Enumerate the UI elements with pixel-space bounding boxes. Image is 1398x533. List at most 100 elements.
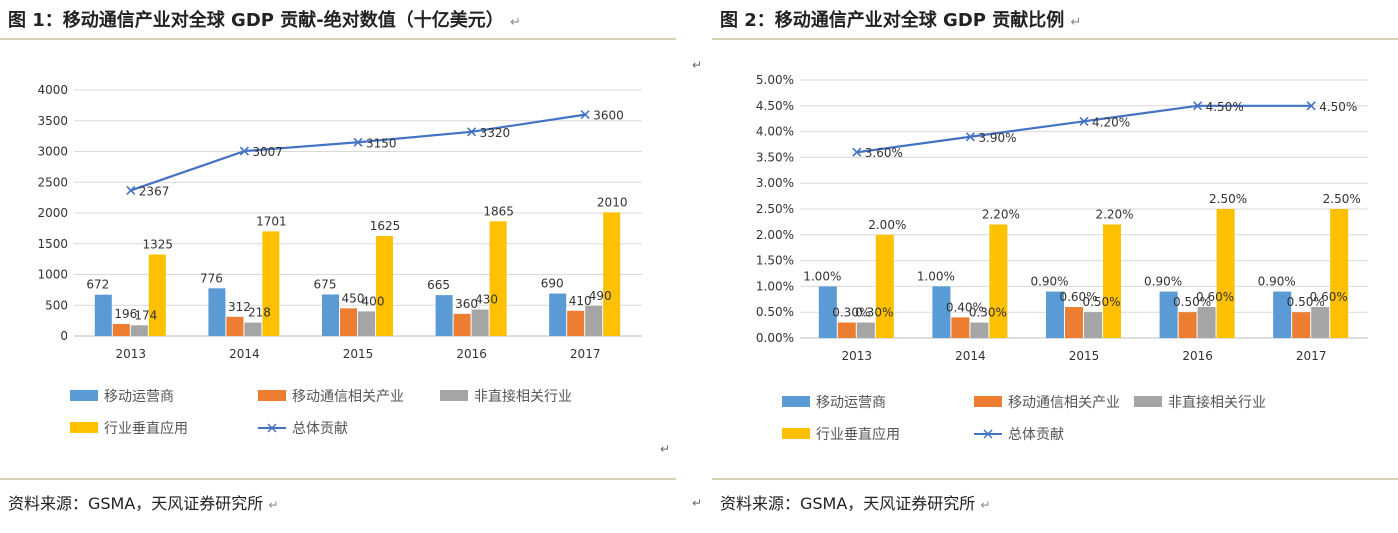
right-data-label: 2.00% <box>868 218 906 232</box>
left-chart: 0 500 1000 1500 2000 2500 3000 3500 4000 2013 672 1… <box>37 83 642 437</box>
right-data-label: 2.20% <box>982 207 1020 221</box>
middle-return-mark-bottom: ↵ <box>692 496 703 510</box>
right-data-label: 0.90% <box>1258 275 1296 289</box>
left-bar <box>603 212 621 336</box>
left-data-label: 1625 <box>370 219 401 233</box>
right-bar <box>1159 291 1178 338</box>
right-bar <box>837 322 856 338</box>
right-source-note: 资料来源：GSMA，天风证券研究所 ↵ <box>720 494 991 513</box>
right-data-label: 1.00% <box>917 269 955 283</box>
left-bar <box>358 311 375 336</box>
right-y-tick-label: 0.00% <box>756 331 794 345</box>
right-bar <box>951 317 970 338</box>
right-y-tick-label: 3.00% <box>756 176 794 190</box>
right-legend-swatch <box>974 396 1002 407</box>
right-data-label: 0.30% <box>832 306 870 320</box>
left-data-label: 218 <box>248 306 271 320</box>
left-legend-swatch <box>258 390 286 401</box>
right-bar <box>1103 224 1121 338</box>
right-bar <box>1311 307 1330 338</box>
right-bar <box>1084 312 1102 338</box>
right-y-tick-label: 3.50% <box>756 150 794 164</box>
right-bar <box>1292 312 1311 338</box>
left-top-rule <box>0 38 676 40</box>
right-bar <box>1065 307 1083 338</box>
left-data-label: 776 <box>200 271 223 285</box>
right-legend-swatch <box>782 396 810 407</box>
right-y-tick-label: 1.00% <box>756 279 794 293</box>
right-x-tick-label: 2017 <box>1296 349 1327 363</box>
left-x-tick-label: 2014 <box>229 347 260 361</box>
right-total-marker <box>965 132 975 142</box>
right-total-label: 4.50% <box>1319 100 1357 114</box>
right-total-marker <box>1306 101 1316 111</box>
right-legend-label: 行业垂直应用 <box>816 426 900 443</box>
left-x-tick-label: 2016 <box>456 347 487 361</box>
left-total-label: 2367 <box>139 184 170 198</box>
left-total-line <box>130 113 586 192</box>
left-total-marker <box>580 110 590 120</box>
right-y-tick-label: 2.00% <box>756 228 794 242</box>
left-bar <box>262 231 280 336</box>
left-data-label: 1701 <box>256 214 287 228</box>
right-data-label: 0.50% <box>1173 295 1211 309</box>
right-data-label: 1.00% <box>803 269 841 283</box>
left-y-tick-label: 500 <box>45 298 68 312</box>
right-legend-swatch <box>1134 396 1162 407</box>
left-bottom-rule <box>0 478 676 480</box>
left-bar <box>322 294 339 336</box>
left-y-tick-label: 2000 <box>37 206 68 220</box>
left-legend-swatch <box>70 390 98 401</box>
left-x-tick-label: 2013 <box>116 347 147 361</box>
left-bar <box>112 323 130 336</box>
right-data-label: 0.90% <box>1144 275 1182 289</box>
left-y-tick-label: 4000 <box>37 83 68 97</box>
right-legend-label: 非直接相关行业 <box>1168 394 1266 411</box>
left-bar <box>340 308 357 336</box>
left-figure-panel: 图 1：移动通信产业对全球 GDP 贡献-绝对数值（十亿美元） ↵ 0 500 10… <box>0 0 680 533</box>
left-total-label: 3150 <box>366 136 397 150</box>
left-total-marker <box>126 185 136 195</box>
left-bar <box>94 294 112 336</box>
left-y-tick-label: 2500 <box>37 175 68 189</box>
left-data-label: 690 <box>541 277 564 291</box>
right-data-label: 0.50% <box>1082 295 1120 309</box>
right-legend-swatch <box>782 428 810 439</box>
right-bar <box>818 286 837 338</box>
right-data-label: 0.40% <box>946 300 984 314</box>
right-data-label: 0.60% <box>1310 290 1348 304</box>
right-data-label: 2.50% <box>1323 192 1361 206</box>
left-data-label: 450 <box>342 291 365 305</box>
right-legend-label: 移动运营商 <box>816 395 886 411</box>
right-legend-label: 总体贡献 <box>1008 427 1064 443</box>
right-figure-panel: 图 2：移动通信产业对全球 GDP 贡献比例 ↵ 0.00% 0.50% 1.00%… <box>712 0 1398 533</box>
right-bar <box>1216 209 1235 338</box>
left-y-tick-label: 1500 <box>37 237 68 251</box>
left-bar <box>244 322 262 336</box>
left-bar <box>148 254 166 336</box>
left-legend-swatch <box>70 422 98 433</box>
left-legend-label: 移动通信相关产业 <box>292 389 404 405</box>
left-data-label: 672 <box>86 278 109 292</box>
left-x-tick-label: 2017 <box>570 347 601 361</box>
right-data-label: 0.60% <box>1059 290 1097 304</box>
left-bar <box>376 236 393 336</box>
right-bottom-rule <box>712 478 1398 480</box>
left-total-marker <box>353 137 363 147</box>
left-bar <box>585 305 603 336</box>
left-bar <box>567 310 585 336</box>
right-total-marker <box>1079 116 1089 126</box>
left-data-label: 665 <box>427 278 450 292</box>
right-figure-title: 图 2：移动通信产业对全球 GDP 贡献比例 ↵ <box>720 10 1082 31</box>
left-bar <box>435 295 453 336</box>
left-bar <box>453 313 471 336</box>
left-bar <box>471 309 489 336</box>
left-bar <box>489 221 507 336</box>
left-y-tick-label: 3000 <box>37 145 68 159</box>
left-y-tick-label: 3500 <box>37 114 68 128</box>
right-x-tick-label: 2015 <box>1069 349 1100 363</box>
left-data-label: 400 <box>362 294 385 308</box>
right-total-label: 3.60% <box>865 146 903 160</box>
right-bar <box>1178 312 1197 338</box>
left-legend-label: 移动运营商 <box>104 389 174 405</box>
